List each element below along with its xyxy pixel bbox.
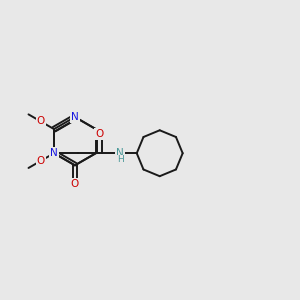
Text: N: N	[71, 112, 79, 122]
Text: N: N	[50, 148, 58, 158]
Text: O: O	[95, 129, 103, 139]
Text: H: H	[117, 155, 124, 164]
Text: O: O	[37, 156, 45, 166]
Text: O: O	[37, 116, 45, 126]
Text: O: O	[71, 178, 79, 189]
Text: N: N	[116, 148, 124, 158]
